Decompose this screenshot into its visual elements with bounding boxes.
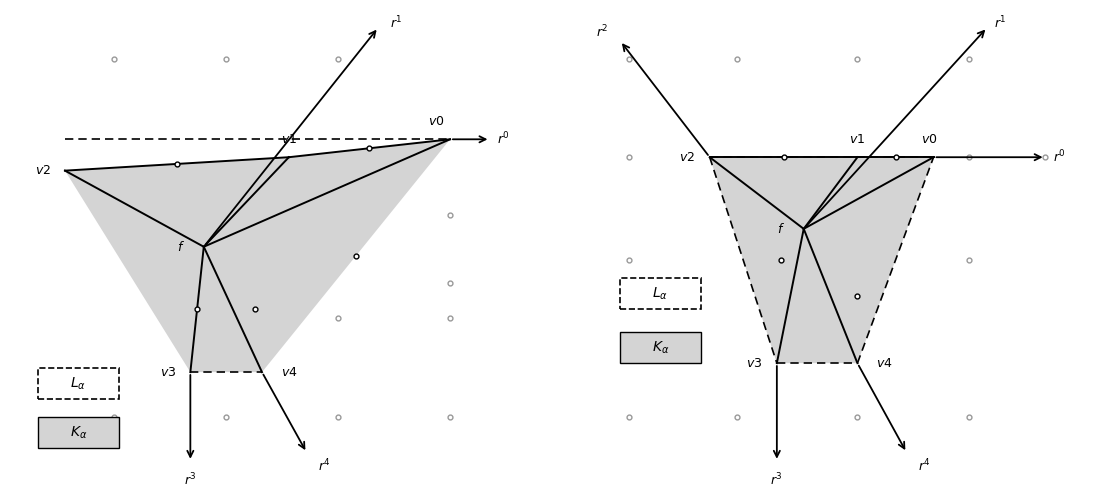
Text: $v2$: $v2$ [679, 151, 696, 164]
Text: $f$: $f$ [778, 222, 785, 236]
Text: $r^2$: $r^2$ [596, 23, 608, 40]
Text: $v4$: $v4$ [876, 357, 893, 370]
FancyBboxPatch shape [38, 417, 118, 448]
Text: $v1$: $v1$ [849, 133, 866, 146]
Text: $v0$: $v0$ [921, 133, 938, 146]
Polygon shape [65, 139, 450, 372]
Text: $f$: $f$ [177, 240, 186, 254]
Text: $K_{\alpha}$: $K_{\alpha}$ [70, 424, 87, 441]
Polygon shape [710, 157, 933, 363]
Text: $K_{\alpha}$: $K_{\alpha}$ [651, 339, 669, 356]
FancyBboxPatch shape [620, 332, 701, 363]
FancyBboxPatch shape [38, 368, 118, 399]
Text: $r^4$: $r^4$ [918, 458, 931, 475]
Text: $v2$: $v2$ [34, 164, 51, 177]
FancyBboxPatch shape [620, 278, 701, 309]
Text: $v4$: $v4$ [281, 366, 298, 378]
Text: $r^0$: $r^0$ [1053, 149, 1065, 165]
Text: $v3$: $v3$ [747, 357, 763, 370]
Text: $v1$: $v1$ [281, 133, 296, 146]
Text: $r^3$: $r^3$ [184, 471, 197, 488]
Text: $r^1$: $r^1$ [390, 14, 403, 31]
Text: $L_{\alpha}$: $L_{\alpha}$ [653, 285, 668, 302]
Text: $v3$: $v3$ [159, 366, 176, 378]
Text: $r^1$: $r^1$ [994, 14, 1008, 31]
Text: $r^0$: $r^0$ [498, 131, 510, 147]
Text: $r^4$: $r^4$ [319, 458, 331, 475]
Text: $r^3$: $r^3$ [771, 471, 783, 488]
Text: $L_{\alpha}$: $L_{\alpha}$ [71, 375, 86, 391]
Text: $v0$: $v0$ [428, 115, 445, 128]
